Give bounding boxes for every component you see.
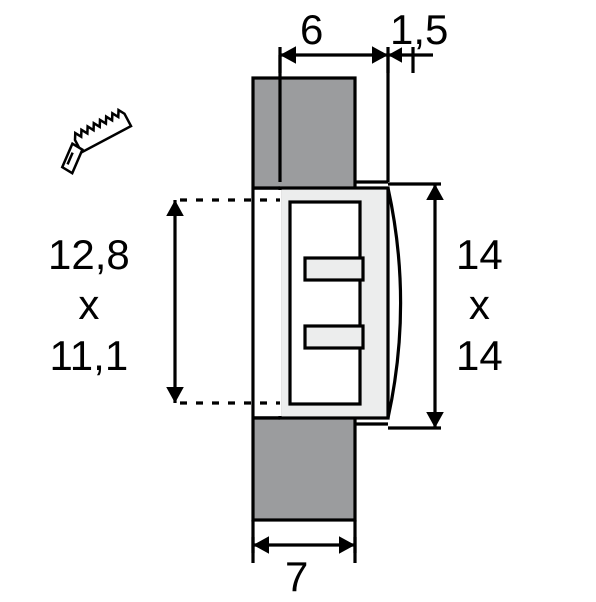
dim-6-label: 6 xyxy=(300,5,323,55)
dim-15-label: 1,5 xyxy=(390,5,448,55)
dim-14x14-label: 14x14 xyxy=(456,230,503,381)
dim-7-label: 7 xyxy=(285,552,308,602)
dim-cut-label: 12,8x11,1 xyxy=(48,230,130,381)
saw-icon xyxy=(51,108,138,176)
